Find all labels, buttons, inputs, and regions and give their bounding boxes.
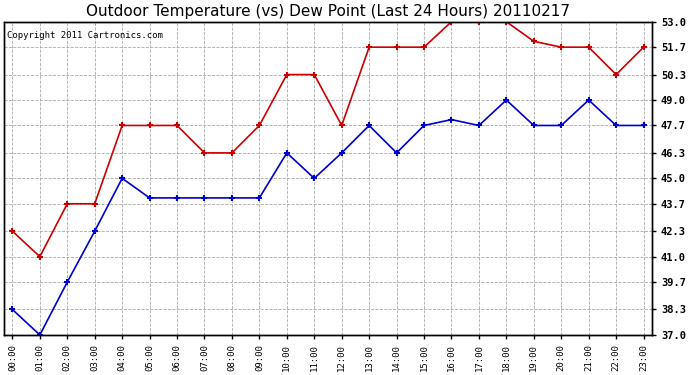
Title: Outdoor Temperature (vs) Dew Point (Last 24 Hours) 20110217: Outdoor Temperature (vs) Dew Point (Last…	[86, 4, 570, 19]
Text: Copyright 2011 Cartronics.com: Copyright 2011 Cartronics.com	[8, 31, 164, 40]
